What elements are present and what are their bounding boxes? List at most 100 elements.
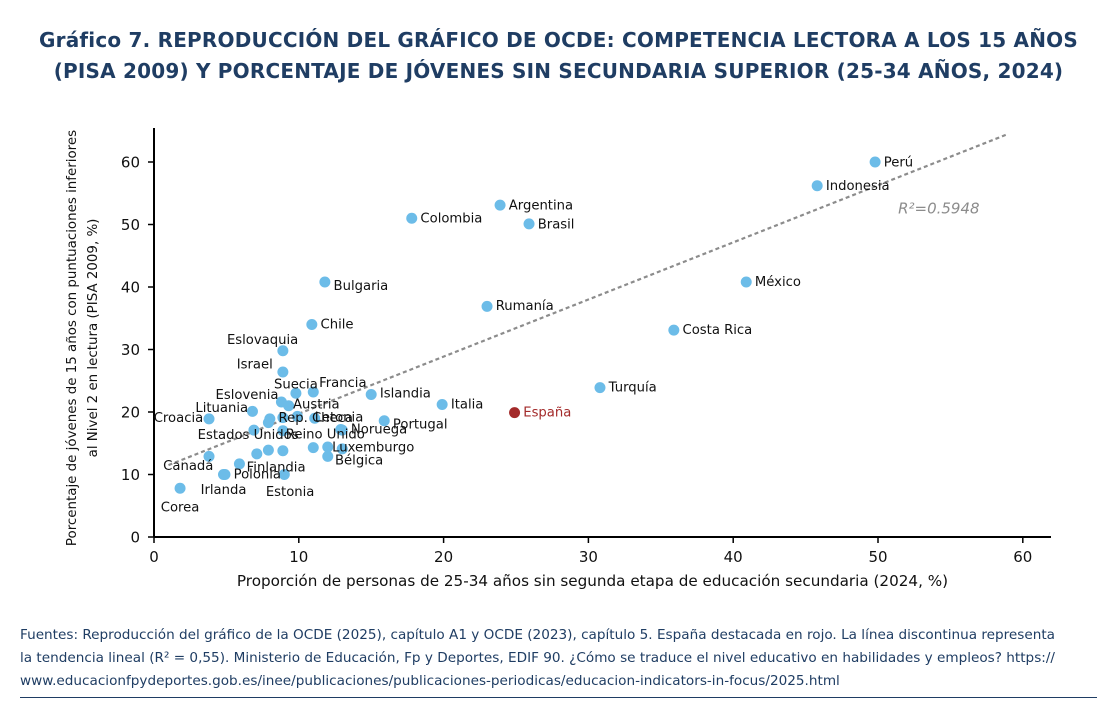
point-costa-rica — [668, 324, 680, 336]
point-portugal — [378, 415, 390, 427]
x-tick-label: 60 — [1013, 548, 1032, 566]
label-belgica: Bélgica — [335, 453, 383, 469]
label-irlanda: Irlanda — [201, 483, 247, 498]
label-francia: Francia — [319, 376, 366, 391]
label-noruega: Noruega — [351, 422, 407, 437]
source-line3: www.educacionfpydeportes.gob.es/inee/pub… — [20, 673, 840, 689]
point-estonia — [278, 469, 290, 480]
point-estados-unidos — [248, 424, 260, 436]
r-squared-label: R²=0.5948 — [898, 199, 980, 217]
point-noruega — [336, 424, 348, 436]
label-mexico: México — [755, 274, 801, 290]
label-letonia: Letonia — [315, 410, 364, 425]
label-israel: Israel — [237, 357, 273, 372]
y-tick-label: 20 — [121, 404, 140, 422]
label-rumania: Rumanía — [496, 298, 554, 314]
label-finlandia: Finlandia — [247, 460, 306, 475]
point-canada — [203, 450, 215, 462]
label-estados-unidos: Estados Unidos — [198, 428, 299, 443]
y-axis-label-line2: al Nivel 2 en lectura (PISA 2009, %) — [86, 219, 101, 458]
data-point — [277, 412, 289, 424]
data-point — [307, 442, 319, 454]
point-brasil — [523, 218, 535, 230]
point-austria — [283, 400, 295, 412]
x-tick-label: 0 — [149, 548, 159, 566]
point-rumania — [481, 300, 493, 312]
chart-title-line2: (PISA 2009) Y PORCENTAJE DE JÓVENES SIN … — [53, 59, 1064, 83]
point-colombia — [406, 212, 418, 224]
chart-title: Gráfico 7. REPRODUCCIÓN DEL GRÁFICO DE O… — [0, 25, 1117, 87]
point-suecia — [290, 387, 302, 399]
point-israel — [277, 366, 289, 378]
x-axis-label: Proporción de personas de 25-34 años sin… — [237, 572, 948, 590]
y-tick-label: 30 — [121, 341, 140, 359]
label-eslovenia: Eslovenia — [216, 388, 279, 403]
label-italia: Italia — [451, 397, 484, 412]
source-line1: Fuentes: Reproducción del gráfico de la … — [20, 627, 1056, 643]
x-tick-label: 10 — [289, 548, 308, 566]
label-croacia: Croacia — [154, 411, 204, 426]
point-peru — [869, 156, 881, 168]
label-espana: España — [523, 405, 571, 420]
point-reino-unido — [277, 425, 289, 437]
x-tick-label: 30 — [579, 548, 598, 566]
y-tick-label: 50 — [121, 216, 140, 234]
label-peru: Perú — [884, 154, 913, 170]
trend-line — [168, 132, 1009, 467]
y-tick-label: 40 — [121, 279, 140, 297]
point-rep-checa — [264, 413, 276, 425]
point-luxemburgo — [322, 441, 334, 453]
point-irlanda — [218, 469, 230, 480]
label-eslovaquia: Eslovaquia — [227, 333, 298, 348]
label-polonia: Polonia — [234, 467, 281, 482]
label-indonesia: Indonesia — [826, 179, 890, 194]
y-axis-label-line1: Porcentaje de jóvenes de 15 años con pun… — [64, 130, 80, 546]
y-tick-label: 10 — [121, 466, 140, 484]
label-costa-rica: Costa Rica — [683, 323, 753, 338]
point-croacia — [203, 413, 215, 425]
scatter-chart: 0 10 20 30 40 50 60 0 10 20 30 40 50 60 Proporción de … — [64, 128, 1051, 590]
data-point — [251, 448, 263, 460]
label-lituania: Lituania — [195, 401, 248, 416]
label-chile: Chile — [321, 317, 354, 332]
source-note: Fuentes: Reproducción del gráfico de la … — [20, 624, 1105, 693]
point-italia — [436, 399, 448, 410]
label-rep-checa: Rep. Checa — [279, 411, 353, 426]
chart-title-line1: Gráfico 7. REPRODUCCIÓN DEL GRÁFICO DE O… — [39, 28, 1078, 52]
data-point — [336, 443, 348, 455]
point-islandia — [365, 389, 377, 400]
point-chile — [306, 319, 318, 330]
label-islandia: Islandia — [380, 387, 431, 402]
point-lituania — [246, 405, 258, 417]
point-corea — [174, 482, 186, 494]
point-indonesia — [811, 180, 823, 192]
label-estonia: Estonia — [266, 485, 315, 500]
point-espana — [509, 407, 521, 419]
y-tick-label: 0 — [130, 529, 140, 547]
bottom-rule — [20, 697, 1097, 698]
x-tick-label: 50 — [868, 548, 887, 566]
label-bulgaria: Bulgaria — [334, 279, 389, 294]
label-turquia: Turquía — [608, 379, 657, 395]
label-luxemburgo: Luxemburgo — [332, 440, 414, 455]
label-argentina: Argentina — [509, 199, 573, 214]
label-canada: Canadá — [163, 458, 213, 474]
y-tick-label: 60 — [121, 154, 140, 172]
point-mexico — [740, 276, 752, 288]
label-brasil: Brasil — [538, 217, 575, 232]
label-portugal: Portugal — [393, 417, 448, 432]
data-point — [291, 410, 303, 422]
point-letonia — [309, 412, 321, 424]
point-finlandia — [233, 458, 245, 470]
label-suecia: Suecia — [274, 377, 318, 392]
source-line2: la tendencia lineal (R² = 0,55). Ministe… — [20, 650, 1056, 666]
point-argentina — [494, 199, 506, 211]
data-point — [277, 445, 289, 457]
data-point — [262, 444, 274, 456]
point-eslovaquia — [277, 345, 289, 357]
label-corea: Corea — [161, 500, 200, 515]
point-belgica — [322, 450, 334, 462]
label-reino-unido: Reino Unido — [286, 427, 365, 442]
point-turquia — [594, 382, 606, 394]
point-francia — [307, 386, 319, 398]
